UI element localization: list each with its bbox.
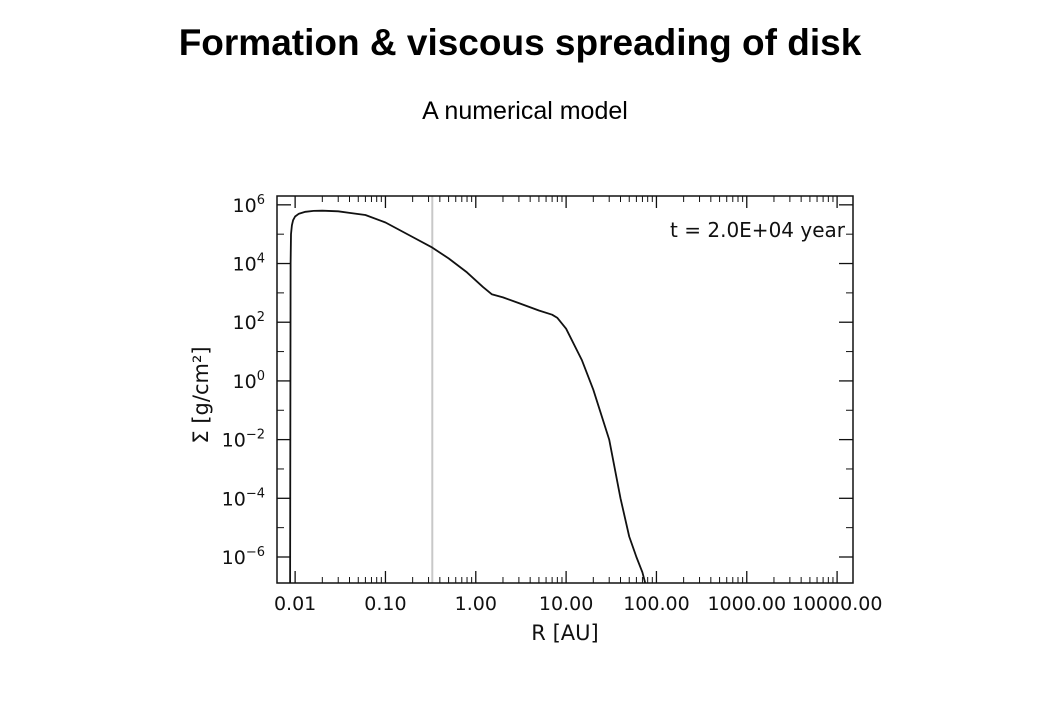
y-tick-label: 102 (233, 310, 265, 334)
x-tick-label: 0.01 (274, 593, 316, 615)
x-tick-label: 100.00 (623, 593, 689, 615)
x-tick-label: 10.00 (539, 593, 593, 615)
x-tick-label: 10000.00 (792, 593, 883, 615)
curve-layer (289, 209, 647, 584)
x-tick-label: 1.00 (455, 593, 497, 615)
y-tick-label: 100 (233, 369, 265, 393)
x-tick-label: 1000.00 (707, 593, 786, 615)
axes-layer (276, 195, 854, 584)
y-tick-label: 10−4 (222, 486, 265, 510)
y-axis-label: Σ [g/cm²] (189, 346, 213, 443)
slide-title: Formation & viscous spreading of disk (178, 22, 862, 63)
y-tick-label: 10−6 (222, 545, 265, 569)
labels-layer: 0.01 0.10 1.00 10.00 100.00 1000.00 10000.00 10… (189, 193, 882, 645)
time-annotation: t = 2.0E+04 year (670, 218, 846, 242)
y-tick-label: 104 (233, 252, 265, 276)
y-tick-label: 106 (233, 193, 265, 217)
y-tick-label: 10−2 (222, 428, 265, 452)
x-tick-label: 0.10 (364, 593, 406, 615)
x-axis-label: R [AU] (531, 621, 598, 645)
series-line-0 (289, 209, 647, 584)
slide-subtitle: A numerical model (422, 97, 628, 125)
plot-frame (276, 195, 854, 584)
